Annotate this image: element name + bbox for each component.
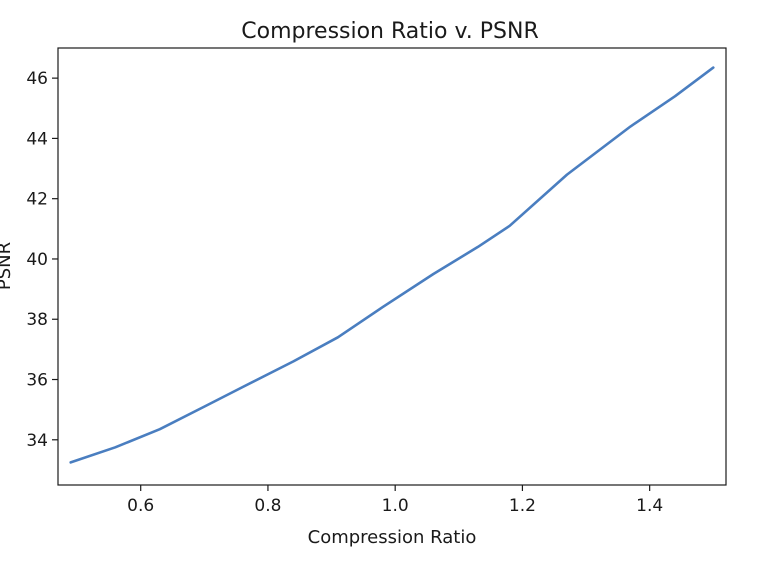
chart-title: Compression Ratio v. PSNR: [241, 19, 539, 44]
x-axis-ticks: 0.6 0.8 1.0 1.2 1.4: [127, 485, 663, 516]
y-tick-label: 38: [26, 310, 48, 330]
x-tick-label: 0.8: [254, 496, 281, 516]
y-axis-ticks: 34 36 38 40 42 44 46: [26, 69, 58, 451]
y-tick-label: 40: [26, 250, 48, 270]
series-layer: [69, 66, 715, 464]
x-tick-label: 1.0: [382, 496, 409, 516]
y-axis-label: PSNR: [0, 242, 15, 290]
x-axis-label: Compression Ratio: [308, 527, 477, 548]
y-tick-label: 42: [26, 190, 48, 210]
x-tick-label: 0.6: [127, 496, 154, 516]
plot-area-frame: [57, 47, 727, 486]
x-tick-label: 1.4: [636, 496, 663, 516]
x-tick-label: 1.2: [509, 496, 536, 516]
y-tick-label: 44: [26, 129, 48, 149]
y-tick-label: 34: [26, 431, 48, 451]
y-tick-label: 46: [26, 69, 48, 89]
y-tick-label: 36: [26, 371, 48, 391]
series-line: [69, 66, 715, 464]
